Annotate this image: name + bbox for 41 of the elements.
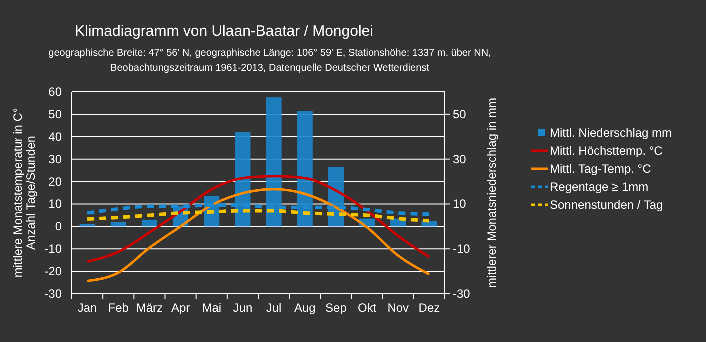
x-tick-label: Dez: [418, 301, 440, 315]
x-tick-label: Jun: [233, 301, 253, 315]
chart-title: Klimadiagramm von Ulaan-Baatar / Mongolei: [75, 23, 374, 40]
legend-label: Regentage ≥ 1mm: [550, 180, 649, 194]
x-tick-label: Okt: [358, 301, 378, 315]
line-series: [86, 188, 431, 282]
x-tick-label: Nov: [388, 301, 410, 315]
x-tick-label: Aug: [294, 301, 316, 315]
y-tick-label: 20: [48, 174, 62, 189]
legend-label: Sonnenstunden / Tag: [550, 198, 664, 212]
y-tick-label: 0: [55, 220, 62, 234]
x-tick-label: März: [136, 301, 164, 315]
y-tick-label: 40: [48, 130, 62, 144]
line-series: [86, 175, 431, 264]
y-tick-label: 30: [48, 152, 62, 166]
legend-label: Mittl. Höchsttemp. °C: [550, 144, 664, 158]
x-tick-label: Apr: [171, 301, 190, 315]
chart-subtitle: geographische Breite: 47° 56' N, geographische Länge: 106° 59' E, Stationshöhe: 1337 m. über NN, Beobachtungszeitraum 1961-2013, Datenquelle Deutscher Wetterdienst: [48, 48, 492, 74]
y-tick-label: -30: [44, 287, 62, 301]
y-tick-label: 10: [48, 197, 62, 212]
x-tick-label: Feb: [108, 301, 130, 315]
bar: [142, 220, 158, 227]
y-tick-label: -20: [44, 264, 62, 279]
y-axis-title: mittlere Monatstemperatur in C° Anzahl Tage/Stunden: [11, 108, 38, 278]
y-tick-label: 50: [48, 107, 62, 122]
y2-tick-label: 10: [453, 197, 467, 212]
x-tick-label: Mai: [202, 301, 222, 315]
line-series: [86, 209, 432, 223]
y2-tick-label: 30: [453, 152, 467, 166]
x-tick-label: Sep: [326, 301, 348, 315]
bar: [110, 222, 126, 227]
y2-axis-title: mittlerer Monatsniederschlag in mm: [485, 98, 499, 288]
y2-tick-label: -30: [453, 287, 471, 301]
x-tick-label: Jul: [266, 301, 282, 315]
legend-label: Mittl. Niederschlag mm: [550, 126, 672, 140]
y-tick-label: -10: [44, 242, 62, 256]
y2-tick-label: -10: [453, 242, 471, 256]
y2-tick-label: 50: [453, 107, 467, 122]
x-tick-label: Jan: [78, 301, 98, 315]
y-tick-label: 60: [48, 85, 62, 99]
legend-label: Mittl. Tag-Temp. °C: [550, 162, 652, 176]
